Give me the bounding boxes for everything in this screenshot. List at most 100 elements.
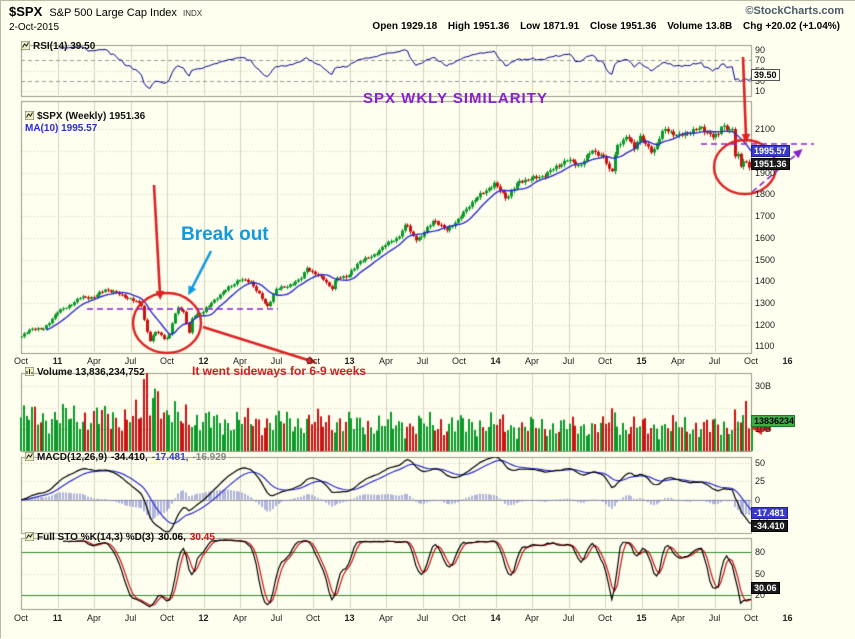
- x-axis-label: 15: [636, 356, 647, 366]
- price-axis-tick: 1400: [755, 276, 776, 287]
- macd-axis-tick: 50: [755, 457, 766, 468]
- high-label: High: [447, 21, 471, 32]
- quote-strip: Open 1929.18 High 1951.36 Low 1871.91 Close…: [364, 21, 840, 32]
- ma10-label: MA(10) 1995.57: [25, 123, 98, 134]
- high-value: 1951.36: [473, 21, 510, 32]
- x-axis-label: Jul: [562, 356, 575, 366]
- macd-value-2: -17.481,: [151, 452, 189, 463]
- x-axis-label: 16: [782, 356, 793, 366]
- x-axis-label: Apr: [86, 356, 102, 366]
- x-axis-label: 11: [52, 356, 63, 366]
- sto-axis-tick: 50: [755, 568, 766, 579]
- chart-date: 2-Oct-2015: [9, 22, 60, 33]
- sto-value-2: 30.45: [189, 532, 215, 543]
- chg-label: Chg: [743, 21, 763, 32]
- close-value-badge: 1951.36: [751, 158, 790, 170]
- macd-value-1: -34.410,: [111, 452, 148, 463]
- macd-axis-tick: 0: [755, 494, 761, 505]
- x-axis-label: Oct: [451, 356, 467, 366]
- macd-value-3: -16.929: [192, 452, 227, 463]
- sto-value-badge: 30.06: [751, 582, 780, 594]
- x-axis-label: 16: [782, 613, 793, 623]
- panel-icon: [21, 41, 30, 50]
- rsi-axis-tick: 10: [755, 85, 766, 96]
- price-axis-tick: 1900: [755, 167, 776, 178]
- rsi-axis-tick: 90: [755, 45, 766, 56]
- volume-axis-tick: 30B: [755, 381, 772, 391]
- price-label-text: $SPX (Weekly) 1951.36: [37, 111, 146, 122]
- x-axis-label: 14: [490, 356, 501, 366]
- sto-value-1: 30.06,: [158, 532, 186, 543]
- x-axis-label: Apr: [232, 613, 248, 623]
- macd-axis-tick: 25: [755, 476, 766, 487]
- rsi-axis-tick: 70: [755, 55, 766, 66]
- x-axis-label: Oct: [305, 356, 321, 366]
- close-label: Close: [590, 21, 618, 32]
- exchange-label: INDX: [183, 9, 203, 18]
- ma10-value-badge: 1995.57: [751, 145, 790, 157]
- close-value: 1951.36: [620, 21, 657, 32]
- panel-icon: [25, 367, 34, 376]
- x-axis-label: 13: [344, 613, 355, 623]
- x-axis-label: Oct: [13, 613, 29, 623]
- x-axis-label: Jul: [270, 613, 283, 623]
- price-panel-label: $SPX (Weekly) 1951.36: [25, 111, 145, 122]
- rsi-label-text: RSI(14) 39.50: [33, 41, 96, 52]
- x-axis-label: Apr: [524, 613, 540, 623]
- symbol-ticker: $SPX: [9, 4, 43, 19]
- low-value: 1871.91: [543, 21, 580, 32]
- macd-label-text: MACD(12,26,9): [37, 452, 108, 463]
- x-axis-label: Oct: [305, 613, 321, 623]
- panel-icon: [25, 111, 34, 120]
- x-axis-label: Jul: [416, 356, 429, 366]
- volume-label: Volume: [667, 21, 703, 32]
- sto-axis-tick: 20: [755, 589, 766, 600]
- x-axis-label: Oct: [597, 356, 613, 366]
- price-axis-tick: 1100: [755, 341, 775, 352]
- low-label: Low: [520, 21, 541, 32]
- volume-value: 13.8B: [705, 21, 733, 32]
- chart-header: $SPX S&P 500 Large Cap Index INDX: [9, 4, 202, 19]
- x-axis-label: 13: [344, 356, 355, 366]
- x-axis-label: 15: [636, 613, 647, 623]
- x-axis-label: 12: [198, 613, 209, 623]
- x-axis-label: Oct: [743, 613, 759, 623]
- sto-panel-label: Full STO %K(14,3) %D(3) 30.06, 30.45: [25, 532, 215, 543]
- volume-label-text: Volume 13,836,234,752: [37, 367, 145, 378]
- x-axis-label: Oct: [597, 613, 613, 623]
- x-axis-label: Jul: [124, 356, 137, 366]
- panel-icon: [25, 532, 34, 541]
- panel-icon: [25, 452, 34, 461]
- x-axis-label: Apr: [670, 356, 686, 366]
- x-axis-label: 11: [52, 613, 63, 623]
- rsi-value-badge: 39.50: [751, 69, 780, 81]
- macd-panel-label: MACD(12,26,9) -34.410, -17.481, -16.929: [25, 452, 226, 463]
- macd-signal-badge: -17.481: [751, 507, 788, 519]
- x-axis-label: Oct: [159, 613, 175, 623]
- x-axis-label: Apr: [670, 613, 686, 623]
- x-axis-label: 12: [198, 356, 209, 366]
- x-axis-label: Oct: [13, 356, 29, 366]
- price-axis-tick: 1600: [755, 232, 776, 243]
- price-axis-tick: 1300: [755, 298, 776, 309]
- open-value: 1929.18: [400, 21, 438, 32]
- volume-panel-label: Volume 13,836,234,752: [25, 367, 145, 378]
- x-axis-label: Jul: [416, 613, 429, 623]
- x-axis-label: Apr: [524, 356, 540, 366]
- open-label: Open: [372, 21, 398, 32]
- x-axis-label: Apr: [232, 356, 248, 366]
- sto-label-text: Full STO %K(14,3) %D(3): [37, 532, 155, 543]
- x-axis-label: Oct: [159, 356, 175, 366]
- symbol-name: S&P 500 Large Cap Index: [49, 7, 177, 19]
- x-axis-label: Jul: [708, 356, 721, 366]
- stockcharts-logo: ©StockCharts.com: [745, 5, 844, 17]
- x-axis-label: Oct: [743, 356, 759, 366]
- x-axis-label: 14: [490, 613, 501, 623]
- sto-axis-tick: 80: [755, 547, 766, 558]
- annotation-sideways-text: It went sideways for 6-9 weeks: [192, 364, 367, 378]
- x-axis-label: Oct: [451, 613, 467, 623]
- volume-axis-tick: 10B: [755, 424, 772, 435]
- macd-value-badge: -34.410: [751, 520, 788, 532]
